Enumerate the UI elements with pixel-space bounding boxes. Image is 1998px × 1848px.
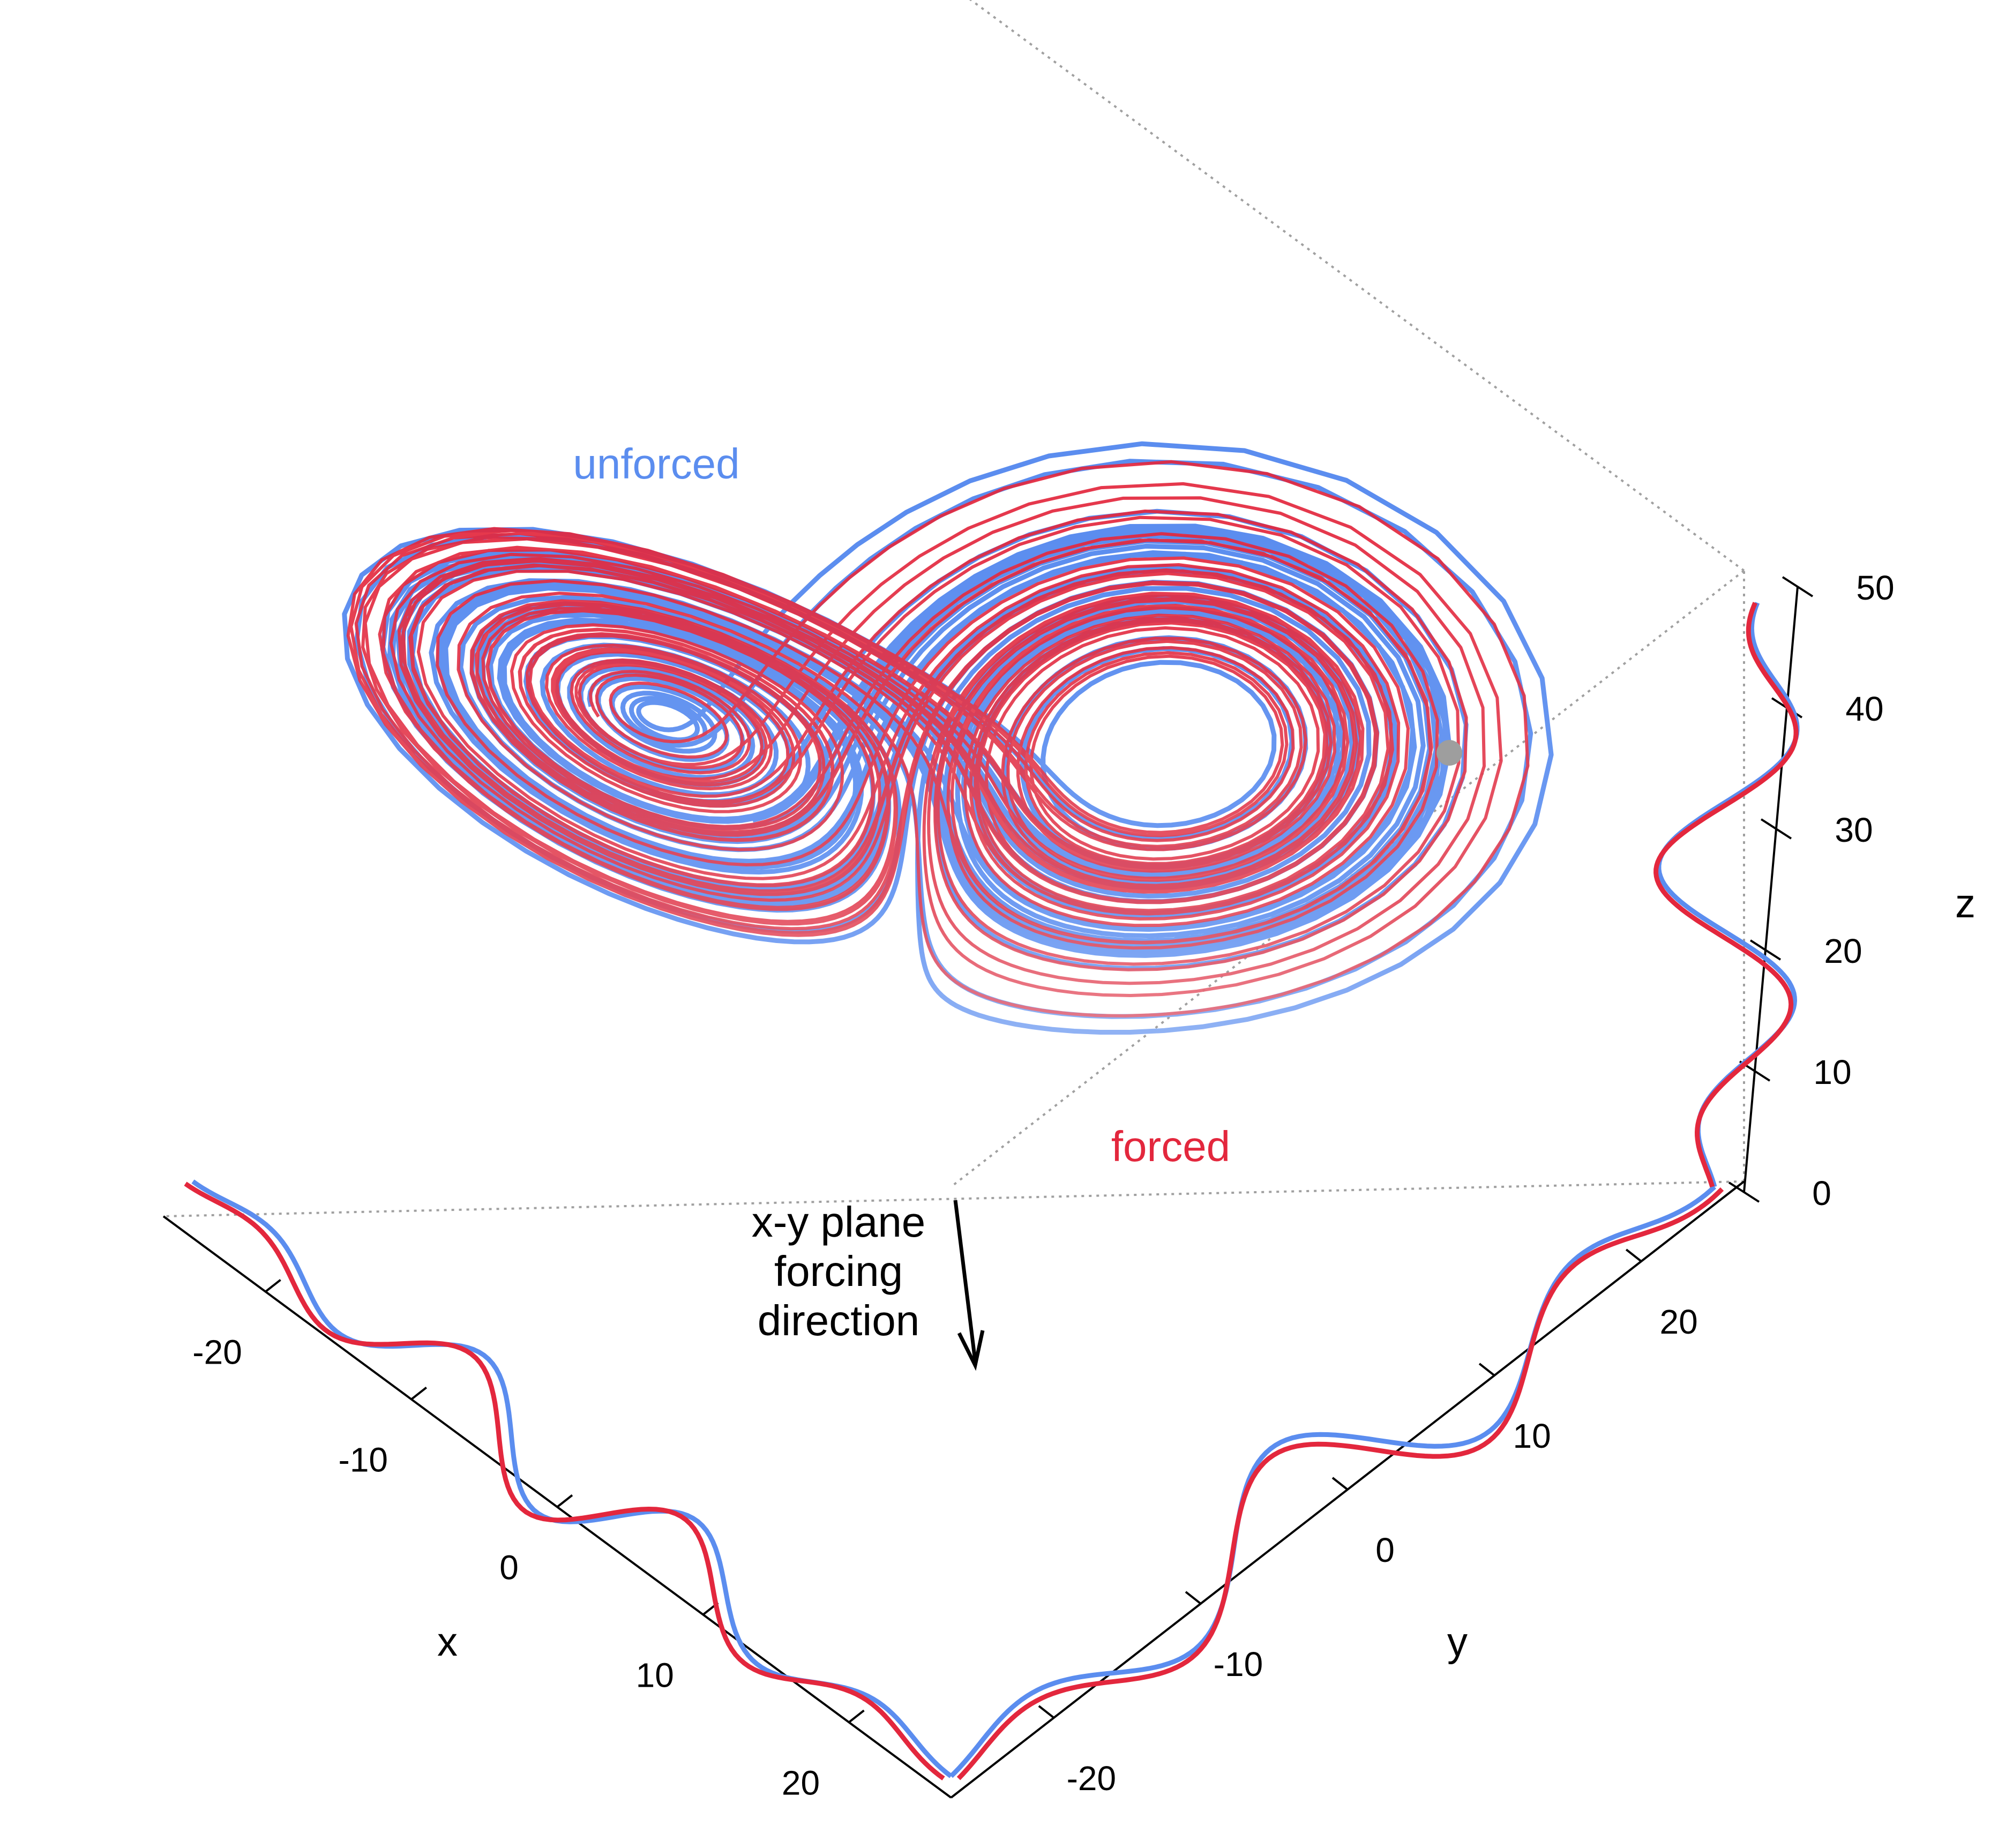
y-axis-title: y <box>1447 1619 1468 1665</box>
forcing-direction-arrow <box>953 1200 985 1371</box>
y-tick-label: 20 <box>1660 1303 1698 1341</box>
x-tick-label: 0 <box>499 1548 519 1587</box>
z-axis-line <box>1743 586 1799 1193</box>
axis-ticks: -20 -10 0 10 20 -20 -10 0 10 20 0 10 20 30 40 50 <box>192 568 1894 1802</box>
series-label-forced: forced <box>1111 1123 1230 1170</box>
y-tick <box>1038 1705 1055 1719</box>
series-label-unforced: unforced <box>573 440 739 488</box>
x-tick-label: -10 <box>339 1441 388 1479</box>
z-tick-label: 50 <box>1856 568 1894 607</box>
y-tick <box>1185 1591 1202 1605</box>
z-tick-label: 30 <box>1835 811 1873 849</box>
z-axis-title: z <box>1955 881 1975 926</box>
projection-y-unforced <box>949 1185 1717 1778</box>
y-tick-label: 10 <box>1513 1417 1551 1455</box>
x-tick <box>848 1709 865 1723</box>
annotation-line-1: x-y plane <box>752 1198 926 1246</box>
box-edge <box>969 0 1745 572</box>
y-tick-label: 0 <box>1375 1531 1395 1569</box>
z-tick <box>1782 576 1814 597</box>
y-tick-label: -20 <box>1067 1759 1117 1798</box>
z-tick-label: 0 <box>1812 1174 1831 1213</box>
projection-y-forced <box>956 1187 1724 1780</box>
z-tick-label: 10 <box>1813 1053 1851 1091</box>
x-tick <box>410 1387 428 1401</box>
z-tick-label: 40 <box>1845 690 1883 728</box>
trajectory-projections <box>184 602 1800 1780</box>
z-tick-label: 20 <box>1824 932 1862 970</box>
y-tick-label: -10 <box>1214 1645 1263 1684</box>
x-tick <box>556 1494 573 1508</box>
y-tick <box>1625 1248 1642 1262</box>
box-edge <box>950 570 1745 1188</box>
z-tick <box>1749 939 1782 961</box>
attractor-forced <box>346 460 1530 1017</box>
y-tick <box>1331 1477 1349 1491</box>
z-tick <box>1760 818 1792 840</box>
box-edge <box>163 1180 1745 1217</box>
start-marker <box>1436 740 1462 766</box>
projection-z-forced <box>1653 602 1799 1188</box>
x-tick <box>265 1279 281 1293</box>
x-axis-title: x <box>437 1619 458 1665</box>
marker-layer <box>1436 740 1462 766</box>
x-tick-label: -20 <box>192 1333 242 1372</box>
annotation-line-2: forcing <box>774 1247 903 1295</box>
x-tick-label: 20 <box>782 1763 820 1802</box>
x-tick-label: 10 <box>636 1656 674 1694</box>
y-tick <box>1478 1363 1495 1376</box>
annotation-line-3: direction <box>758 1297 919 1344</box>
z-tick <box>1728 1181 1760 1203</box>
projection-x-forced <box>184 1181 945 1780</box>
attractor-trajectories <box>342 441 1554 1035</box>
